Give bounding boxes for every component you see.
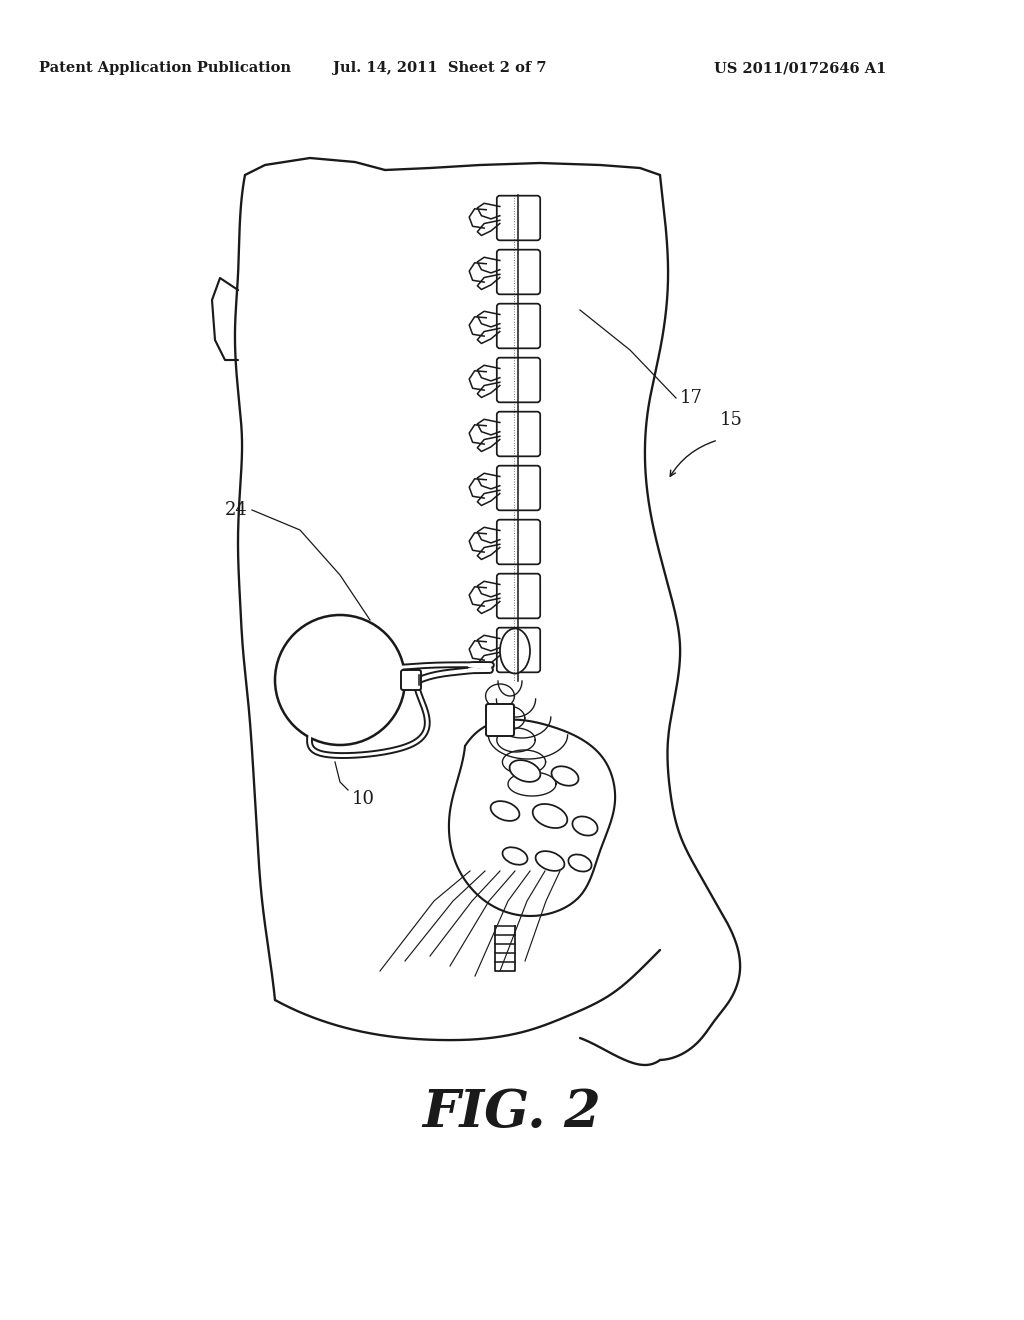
Polygon shape (477, 257, 500, 273)
Polygon shape (477, 544, 500, 560)
Circle shape (275, 615, 406, 744)
Text: 24: 24 (225, 502, 248, 519)
Polygon shape (469, 209, 486, 228)
Text: US 2011/0172646 A1: US 2011/0172646 A1 (714, 61, 886, 75)
FancyBboxPatch shape (497, 628, 541, 672)
FancyBboxPatch shape (497, 466, 541, 511)
Polygon shape (469, 317, 486, 337)
Text: FIG. 2: FIG. 2 (423, 1086, 601, 1138)
Polygon shape (477, 652, 500, 668)
Polygon shape (477, 203, 500, 219)
FancyBboxPatch shape (497, 520, 541, 565)
Polygon shape (477, 581, 500, 597)
Text: 15: 15 (720, 411, 742, 429)
Ellipse shape (490, 801, 519, 821)
Polygon shape (477, 437, 500, 451)
Ellipse shape (532, 804, 567, 828)
Polygon shape (469, 263, 486, 282)
Ellipse shape (536, 851, 564, 871)
Polygon shape (450, 721, 615, 916)
FancyBboxPatch shape (497, 249, 541, 294)
Polygon shape (477, 275, 500, 289)
FancyBboxPatch shape (401, 671, 421, 690)
FancyBboxPatch shape (497, 304, 541, 348)
Ellipse shape (500, 628, 530, 673)
Polygon shape (477, 383, 500, 397)
Ellipse shape (552, 767, 579, 785)
Polygon shape (477, 220, 500, 235)
Polygon shape (477, 635, 500, 651)
Text: Jul. 14, 2011  Sheet 2 of 7: Jul. 14, 2011 Sheet 2 of 7 (333, 61, 547, 75)
Polygon shape (477, 527, 500, 543)
Polygon shape (469, 640, 486, 660)
Text: Patent Application Publication: Patent Application Publication (39, 61, 291, 75)
Text: 10: 10 (352, 789, 375, 808)
Polygon shape (469, 533, 486, 552)
Polygon shape (477, 366, 500, 381)
Polygon shape (477, 598, 500, 614)
Polygon shape (469, 425, 486, 444)
Polygon shape (469, 587, 486, 606)
Ellipse shape (510, 760, 541, 781)
FancyBboxPatch shape (486, 704, 514, 737)
Polygon shape (477, 420, 500, 434)
FancyBboxPatch shape (497, 412, 541, 457)
FancyBboxPatch shape (497, 195, 541, 240)
Ellipse shape (568, 854, 592, 871)
Text: 17: 17 (680, 389, 702, 407)
Polygon shape (469, 479, 486, 498)
Polygon shape (477, 312, 500, 327)
Ellipse shape (572, 817, 598, 836)
FancyBboxPatch shape (497, 574, 541, 618)
Polygon shape (477, 329, 500, 343)
Polygon shape (469, 371, 486, 391)
Polygon shape (477, 474, 500, 488)
FancyBboxPatch shape (497, 358, 541, 403)
Polygon shape (477, 490, 500, 506)
Ellipse shape (503, 847, 527, 865)
